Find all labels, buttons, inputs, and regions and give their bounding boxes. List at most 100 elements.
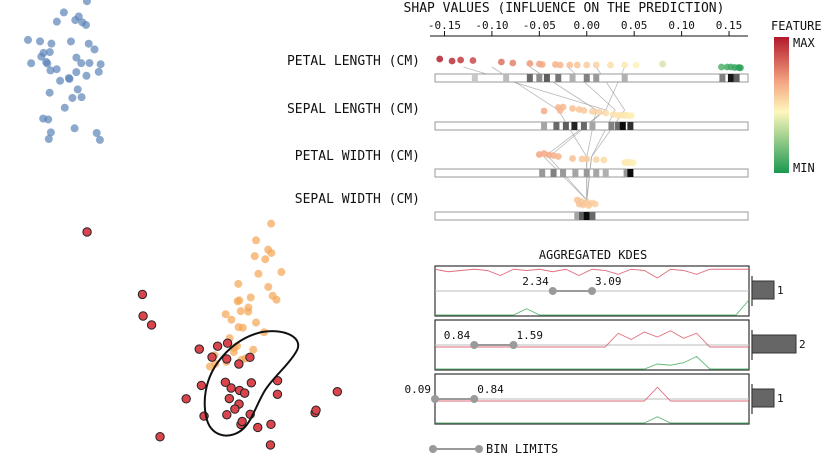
embedding-point-blue bbox=[27, 59, 36, 68]
embedding-point-blue bbox=[59, 8, 68, 17]
density-bin bbox=[541, 122, 548, 130]
density-bin bbox=[569, 74, 576, 82]
kde-curve-red bbox=[435, 330, 749, 348]
x-tick-label: 0.00 bbox=[574, 19, 601, 32]
shap-point bbox=[580, 107, 588, 114]
bin-limit-min-handle[interactable] bbox=[548, 287, 557, 295]
feature-row: SEPAL WIDTH (CM) bbox=[295, 192, 749, 221]
density-bin bbox=[539, 169, 546, 177]
shap-point bbox=[569, 105, 576, 112]
embedding-point-red bbox=[272, 389, 283, 399]
density-bin bbox=[615, 122, 622, 130]
bin-limit-max-label: 1.59 bbox=[517, 329, 544, 342]
shap-point bbox=[554, 153, 562, 160]
aggregated-kde-rows: 2.34 3.09 1 0.84 1.59 2 0.09 0.84 1 bbox=[405, 265, 806, 425]
instance-connection-line bbox=[463, 66, 607, 201]
kde-curve-red bbox=[434, 268, 749, 279]
embedding-point-red bbox=[138, 311, 148, 321]
shap-point bbox=[659, 60, 667, 68]
feature-row: PETAL WIDTH (CM) bbox=[295, 149, 749, 178]
shap-point bbox=[497, 58, 505, 66]
bin-limit-max-handle[interactable] bbox=[509, 341, 518, 349]
shap-point bbox=[573, 61, 581, 69]
embedding-point-orange bbox=[252, 318, 261, 327]
embedding-point-red bbox=[234, 359, 244, 369]
shap-point bbox=[592, 156, 600, 163]
density-bin bbox=[579, 212, 586, 220]
embedding-point-red bbox=[230, 404, 240, 414]
density-bin bbox=[536, 74, 543, 82]
hist-count-label: 1 bbox=[777, 284, 784, 297]
embedding-point-blue bbox=[78, 18, 87, 27]
bin-limit-min-handle[interactable] bbox=[470, 341, 479, 349]
shap-point bbox=[622, 111, 630, 119]
embedding-point-orange bbox=[277, 268, 286, 277]
embedding-point-red bbox=[237, 416, 247, 427]
bin-limits-legend-start bbox=[429, 445, 437, 453]
embedding-point-red bbox=[245, 352, 255, 363]
bin-limits-legend-end bbox=[475, 445, 483, 453]
bin-limit-min-handle[interactable] bbox=[431, 395, 439, 403]
embedding-point-blue bbox=[84, 39, 93, 48]
bin-limit-max-label: 0.84 bbox=[477, 383, 504, 396]
embedding-point-orange bbox=[254, 269, 263, 278]
embedding-point-blue bbox=[52, 65, 61, 74]
embedding-point-orange bbox=[244, 303, 253, 312]
instance-connection-line bbox=[586, 66, 626, 201]
embedding-point-orange bbox=[227, 315, 236, 324]
embedding-point-orange bbox=[221, 310, 230, 319]
embedding-point-blue bbox=[96, 60, 105, 69]
density-bin bbox=[550, 169, 557, 177]
embedding-point-blue bbox=[73, 85, 82, 94]
feature-color-gradient bbox=[774, 37, 789, 173]
feature-legend-title: FEATURE bbox=[771, 19, 822, 33]
selection-lasso[interactable] bbox=[203, 330, 300, 437]
density-bin bbox=[623, 169, 630, 177]
shap-point bbox=[509, 59, 517, 67]
kde-row: 0.84 1.59 2 bbox=[434, 319, 806, 371]
bin-limits-legend: BIN LIMITS bbox=[429, 442, 558, 455]
density-bin bbox=[627, 169, 634, 177]
density-bin bbox=[571, 122, 578, 130]
x-tick-label: -0.10 bbox=[475, 19, 508, 32]
bin-limit-max-handle[interactable] bbox=[588, 287, 596, 295]
density-bin bbox=[583, 212, 590, 220]
embedding-point-blue bbox=[43, 59, 52, 68]
density-bin bbox=[589, 122, 596, 130]
instance-connection-line bbox=[529, 66, 597, 200]
density-bin bbox=[593, 169, 600, 177]
instance-connections bbox=[463, 66, 626, 201]
embedding-point-blue bbox=[68, 93, 77, 102]
shap-point bbox=[595, 108, 603, 116]
density-strip bbox=[434, 73, 749, 83]
shap-point bbox=[556, 107, 564, 114]
density-bin bbox=[619, 122, 626, 130]
embedding-point-blue bbox=[90, 45, 99, 54]
x-tick-label: 0.05 bbox=[621, 19, 648, 32]
embedding-point-blue bbox=[70, 124, 79, 133]
hist-bar bbox=[751, 388, 775, 408]
x-tick-label: 0.15 bbox=[716, 19, 743, 32]
embedding-point-blue bbox=[92, 129, 101, 138]
kde-title: AGGREGATED KDES bbox=[539, 248, 647, 262]
density-bin bbox=[583, 74, 590, 82]
embedding-point-blue bbox=[94, 67, 103, 76]
embedding-point-red bbox=[226, 383, 236, 393]
feature-label: SEPAL LENGTH (CM) bbox=[287, 102, 420, 117]
feature-row: PETAL LENGTH (CM) bbox=[287, 54, 749, 83]
embedding-point-red bbox=[220, 377, 231, 388]
embedding-point-blue bbox=[47, 39, 56, 48]
bin-limit-max-handle[interactable] bbox=[470, 395, 479, 403]
embedding-point-orange bbox=[272, 295, 281, 304]
kde-curve-green bbox=[435, 355, 749, 370]
shap-point bbox=[591, 200, 599, 208]
density-bin bbox=[574, 212, 581, 220]
density-bin bbox=[572, 169, 579, 177]
embedding-point-red bbox=[332, 387, 343, 397]
bin-limit-min-label: 2.34 bbox=[522, 275, 549, 288]
bin-limit-max-label: 3.09 bbox=[595, 275, 622, 288]
shap-point bbox=[625, 158, 632, 166]
x-tick-label: -0.05 bbox=[523, 19, 556, 32]
embedding-point-blue bbox=[74, 12, 83, 21]
embedding-point-red bbox=[266, 419, 276, 430]
